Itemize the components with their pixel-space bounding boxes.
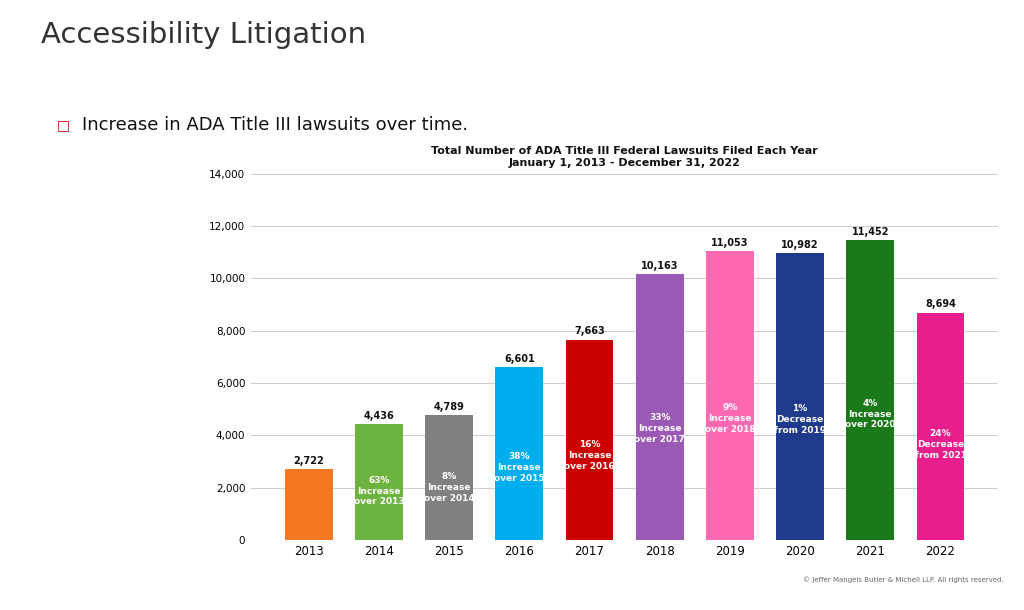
Bar bbox=[916, 312, 965, 540]
Text: 38%
Increase
over 2015: 38% Increase over 2015 bbox=[494, 452, 545, 483]
Text: 33%
Increase
over 2017: 33% Increase over 2017 bbox=[634, 413, 685, 443]
Bar bbox=[776, 253, 824, 540]
Bar bbox=[707, 251, 754, 540]
Bar bbox=[636, 274, 684, 540]
Text: JMBM: JMBM bbox=[16, 538, 94, 560]
Text: 16%
Increase
over 2016: 16% Increase over 2016 bbox=[564, 440, 614, 471]
Text: 8,694: 8,694 bbox=[925, 300, 956, 309]
Bar bbox=[847, 240, 894, 540]
Text: 7,663: 7,663 bbox=[574, 326, 605, 336]
Text: 10,982: 10,982 bbox=[781, 240, 819, 249]
Title: Total Number of ADA Title III Federal Lawsuits Filed Each Year
January 1, 2013 -: Total Number of ADA Title III Federal La… bbox=[431, 146, 818, 168]
Bar bbox=[355, 424, 402, 540]
Text: Increase in ADA Title III lawsuits over time.: Increase in ADA Title III lawsuits over … bbox=[82, 116, 468, 134]
Text: 10: 10 bbox=[15, 79, 31, 88]
Text: 24%
Decrease
from 2021: 24% Decrease from 2021 bbox=[914, 429, 967, 460]
Text: 63%
Increase
over 2013: 63% Increase over 2013 bbox=[353, 476, 404, 506]
Text: 6,601: 6,601 bbox=[504, 354, 535, 364]
Text: 11,053: 11,053 bbox=[712, 238, 749, 248]
Text: □: □ bbox=[56, 118, 70, 132]
Text: 9%
Increase
over 2018: 9% Increase over 2018 bbox=[705, 403, 756, 434]
Text: 2,722: 2,722 bbox=[293, 456, 325, 465]
Bar bbox=[425, 415, 473, 540]
Text: Jeffer Mangels
Butler & Mitchell LLP: Jeffer Mangels Butler & Mitchell LLP bbox=[118, 527, 198, 548]
Bar bbox=[496, 367, 543, 540]
Text: 1%
Decrease
from 2019: 1% Decrease from 2019 bbox=[774, 404, 826, 434]
Text: 8%
Increase
over 2014: 8% Increase over 2014 bbox=[424, 472, 474, 503]
Text: © Jeffer Mangels Butler & Michell LLP. All rights reserved.: © Jeffer Mangels Butler & Michell LLP. A… bbox=[803, 576, 1004, 583]
Bar bbox=[285, 468, 333, 540]
Text: 4,436: 4,436 bbox=[364, 411, 394, 421]
Text: 10,163: 10,163 bbox=[641, 261, 679, 271]
Text: 11,452: 11,452 bbox=[852, 228, 889, 237]
Bar bbox=[565, 340, 613, 540]
Text: 4%
Increase
over 2020: 4% Increase over 2020 bbox=[845, 399, 896, 429]
Text: Accessibility Litigation: Accessibility Litigation bbox=[41, 21, 367, 49]
Text: jmbm.com: jmbm.com bbox=[67, 567, 120, 575]
Text: 4,789: 4,789 bbox=[434, 401, 465, 412]
